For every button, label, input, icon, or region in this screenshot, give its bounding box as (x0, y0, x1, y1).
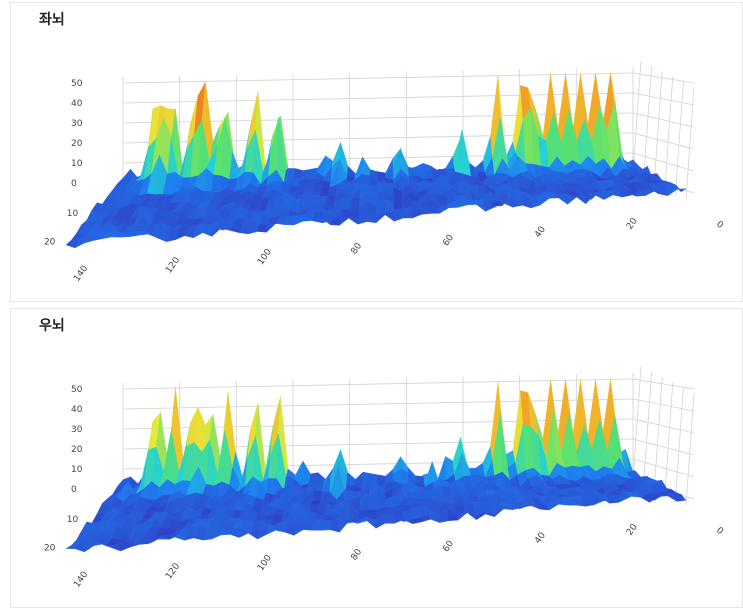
grid-line (632, 378, 695, 390)
x-tick-label: 120 (164, 561, 182, 581)
z-tick-label: 0 (71, 485, 77, 495)
grid-line (664, 76, 674, 189)
x-tick-label: 140 (72, 264, 90, 284)
x-tick-label: 40 (533, 531, 548, 546)
surface-cell (321, 519, 332, 531)
y-tick-label: 20 (44, 544, 56, 554)
z-tick-label: 50 (71, 385, 83, 395)
surface-cell (302, 523, 314, 531)
surface-cell (293, 214, 305, 226)
surface-cell (367, 509, 377, 513)
grid-line (122, 378, 634, 390)
surface-cell (285, 468, 296, 479)
z-tick-label: 20 (71, 139, 83, 149)
z-tick-label: 30 (71, 425, 83, 435)
surface-cell (672, 183, 687, 193)
surface-cell (284, 523, 296, 536)
y-tick-label: 10 (67, 209, 79, 219)
grid-line (632, 60, 642, 174)
y-tick-label: 0 (714, 220, 725, 232)
grid-line (643, 66, 652, 179)
grid-line (632, 398, 695, 412)
x-tick-label: 20 (625, 216, 640, 231)
grid-line (122, 72, 634, 84)
z-tick-label: 30 (71, 119, 83, 129)
grid-line (643, 372, 652, 485)
surface-cell (361, 156, 371, 177)
surface-mesh (65, 379, 687, 553)
surface-cell (437, 456, 447, 482)
z-tick-label: 10 (71, 159, 83, 169)
x-tick-label: 40 (533, 225, 548, 240)
grid-line (653, 71, 663, 184)
z-tick-label: 40 (71, 405, 83, 415)
surface-cell (332, 504, 343, 516)
x-tick-label: 60 (441, 539, 456, 554)
surface-mesh (65, 73, 687, 249)
grid-line (632, 418, 695, 434)
grid-line (632, 92, 695, 106)
grid-line (632, 366, 642, 480)
grid-line (675, 387, 684, 500)
surface-cell (445, 155, 455, 170)
grid-line (675, 81, 684, 194)
surface-cell (305, 178, 316, 188)
grid-line (632, 458, 695, 478)
surface-cell (284, 215, 296, 226)
x-tick-label: 140 (72, 570, 90, 590)
x-tick-label: 20 (625, 522, 640, 537)
surface-cell (385, 509, 395, 515)
x-tick-label: 100 (256, 553, 274, 573)
right-brain-title: 우뇌 (39, 318, 65, 334)
z-tick-label: 40 (71, 99, 83, 109)
surface-cell (367, 497, 378, 511)
z-tick-label: 0 (71, 179, 77, 189)
z-tick-label: 20 (71, 445, 83, 455)
x-tick-label: 100 (256, 247, 274, 267)
surface-cell (429, 207, 441, 214)
surface-cell (348, 217, 359, 225)
surface-cell (384, 212, 395, 222)
grid-line (632, 72, 695, 84)
x-tick-label: 120 (164, 255, 182, 275)
surface-cell (339, 216, 350, 226)
right-brain-chart-panel: 우뇌 50 40 30 20 10 0 20 10 0 140 120 100 80 60 40 20 (10, 308, 743, 608)
y-tick-label: 10 (67, 515, 79, 525)
surface-cell (418, 491, 428, 500)
z-tick-label: 10 (71, 465, 83, 475)
grid-line (632, 438, 695, 456)
surface-cell (408, 166, 417, 178)
z-tick-label: 50 (71, 79, 83, 89)
x-tick-label: 80 (349, 241, 364, 256)
y-tick-label: 20 (44, 238, 56, 248)
grid-line (632, 112, 695, 128)
x-tick-label: 60 (441, 233, 456, 248)
surface-cell (346, 165, 356, 178)
y-tick-label: 0 (714, 526, 725, 538)
surface-cell (671, 492, 687, 502)
left-brain-chart-panel: 좌뇌 50 40 30 20 10 0 20 10 0 140 120 100 80 60 40 20 (10, 2, 743, 302)
grid-line (685, 392, 695, 506)
left-brain-title: 좌뇌 (39, 12, 65, 28)
x-tick-label: 80 (349, 547, 364, 562)
surface-cell (384, 515, 395, 524)
surface-cell (461, 129, 472, 177)
grid-line (664, 382, 674, 495)
grid-line (685, 86, 695, 200)
surface-cell (312, 490, 323, 502)
surface-cell (293, 523, 305, 536)
surface-cell (461, 453, 472, 477)
grid-line (122, 398, 634, 410)
grid-line (632, 132, 695, 150)
grid-line (632, 152, 695, 172)
surface-cell (307, 171, 317, 180)
grid-line (653, 377, 663, 490)
